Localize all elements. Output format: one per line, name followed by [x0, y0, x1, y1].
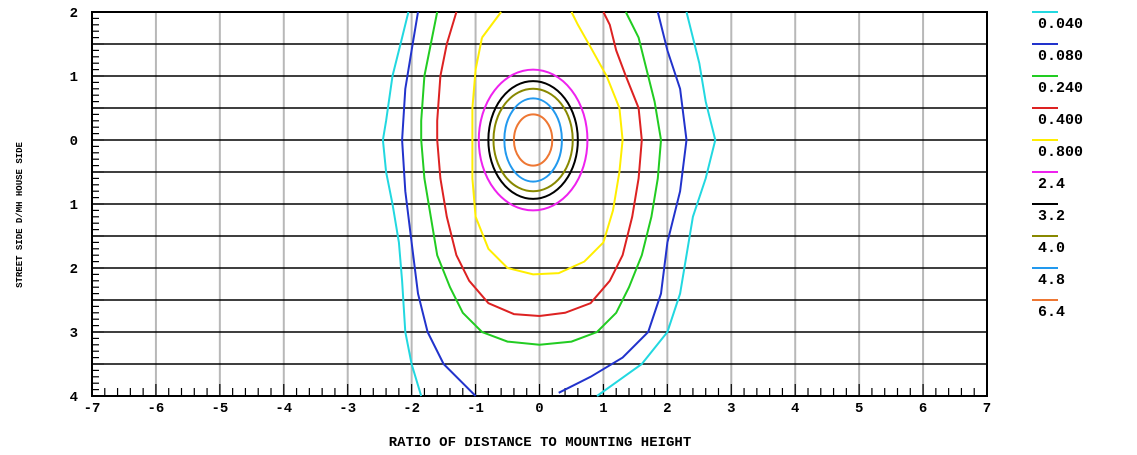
legend-label: 4.8 — [1038, 272, 1065, 289]
y-tick-label: 2 — [70, 6, 78, 22]
legend-label: 0.240 — [1038, 80, 1083, 97]
contour-0-080 — [401, 11, 688, 397]
legend-label: 6.4 — [1038, 304, 1065, 321]
contour-4-8 — [503, 97, 563, 183]
y-tick-label: 2 — [70, 262, 78, 278]
contour-line — [596, 11, 717, 397]
y-axis-title: STREET SIDE D/MH HOUSE SIDE — [15, 141, 25, 287]
contour-0-400 — [436, 11, 643, 318]
contour-lines — [381, 11, 717, 397]
contour-line — [436, 11, 643, 318]
axis-ticks — [91, 11, 988, 397]
y-tick-label: 3 — [70, 326, 78, 342]
x-tick-label: -1 — [467, 401, 484, 417]
x-axis-title: RATIO OF DISTANCE TO MOUNTING HEIGHT — [389, 435, 691, 451]
y-tick-label: 4 — [70, 390, 78, 406]
y-tick-label: 0 — [70, 134, 78, 150]
x-tick-label: 4 — [791, 401, 799, 417]
contour-line — [401, 11, 477, 397]
contour-line — [492, 87, 574, 193]
contour-2-4 — [477, 68, 589, 212]
y-tick-label: 1 — [70, 198, 78, 214]
contour-line — [558, 11, 688, 394]
legend-label: 2.4 — [1038, 176, 1065, 193]
contour-0-040 — [381, 11, 717, 397]
contour-0-240 — [420, 11, 663, 346]
x-tick-labels: -7 -6 -5 -4 -3 -2 -1 0 1 2 3 4 5 6 7 — [84, 401, 992, 417]
legend-label: 0.800 — [1038, 144, 1083, 161]
contour-line — [512, 113, 554, 167]
x-tick-label: -4 — [275, 401, 292, 417]
x-tick-label: -7 — [84, 401, 101, 417]
legend: 0.040 0.080 0.240 0.400 0.800 2.4 3.2 4.0 4.8 6.4 — [1032, 11, 1083, 321]
x-tick-label: 3 — [727, 401, 735, 417]
legend-label: 4.0 — [1038, 240, 1065, 257]
x-tick-label: -5 — [211, 401, 228, 417]
legend-label: 0.400 — [1038, 112, 1083, 129]
y-tick-label: 1 — [70, 70, 78, 86]
legend-label: 0.040 — [1038, 16, 1083, 33]
contour-line — [381, 11, 423, 397]
contour-line — [487, 80, 579, 200]
contour-6-4 — [512, 113, 554, 167]
x-tick-label: 7 — [983, 401, 991, 417]
contour-line — [503, 97, 563, 183]
x-tick-label: 6 — [919, 401, 927, 417]
contour-3-2 — [487, 80, 579, 200]
x-tick-label: -3 — [339, 401, 356, 417]
contour-line — [481, 11, 502, 39]
x-tick-label: -2 — [403, 401, 420, 417]
contour-0-800 — [471, 11, 624, 276]
contour-line — [471, 11, 624, 276]
x-tick-label: 0 — [535, 401, 543, 417]
contour-line — [420, 11, 663, 346]
x-tick-label: 2 — [663, 401, 671, 417]
x-tick-label: 5 — [855, 401, 863, 417]
legend-label: 3.2 — [1038, 208, 1065, 225]
grid — [91, 11, 988, 397]
x-tick-label: 1 — [599, 401, 607, 417]
contour-4-0 — [492, 87, 574, 193]
legend-label: 0.080 — [1038, 48, 1083, 65]
y-tick-labels: 2 1 0 1 2 3 4 — [70, 6, 78, 406]
contour-line — [477, 68, 589, 212]
x-tick-label: -6 — [148, 401, 165, 417]
